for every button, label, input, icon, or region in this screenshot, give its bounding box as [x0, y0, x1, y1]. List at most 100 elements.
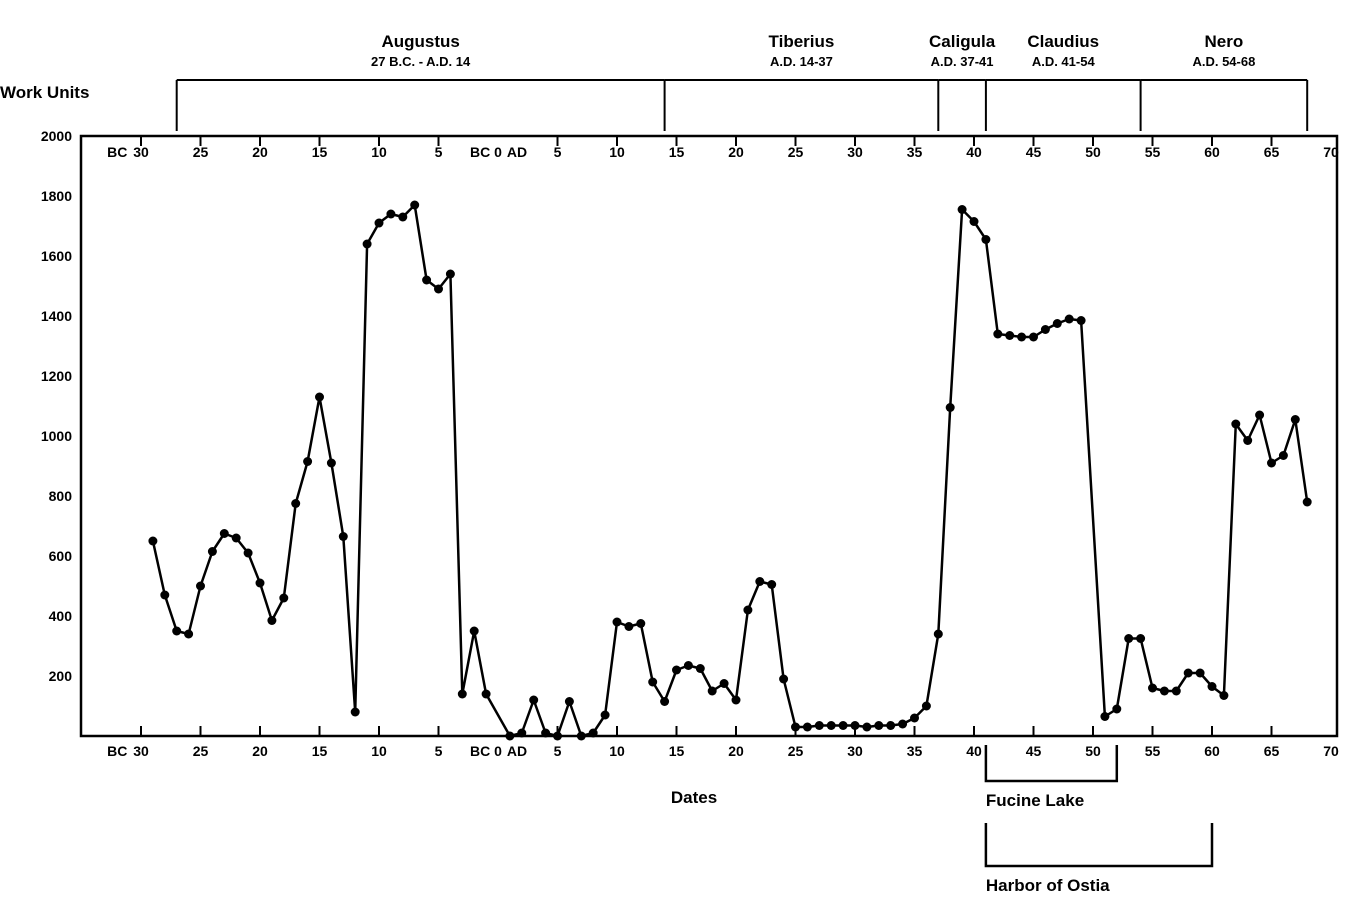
data-point — [1159, 686, 1169, 696]
data-point — [791, 722, 800, 732]
project-label: Fucine Lake — [986, 791, 1084, 810]
x-tick-label-bottom: AD — [507, 743, 527, 759]
x-tick-label-top: BC — [107, 144, 127, 160]
data-point — [207, 547, 217, 556]
data-point — [695, 664, 705, 673]
x-tick-label-top: 5 — [554, 144, 562, 160]
data-point — [1076, 316, 1086, 325]
data-point — [981, 235, 991, 244]
data-point — [196, 581, 205, 591]
data-point — [624, 622, 634, 631]
data-point — [303, 457, 313, 466]
data-point — [255, 578, 265, 588]
x-tick-label-top: 55 — [1145, 144, 1161, 160]
y-tick-label: 800 — [49, 488, 73, 504]
x-tick-label-bottom: 10 — [371, 743, 387, 759]
data-point — [802, 722, 812, 732]
y-tick-label: 2000 — [41, 128, 72, 144]
data-point — [1207, 682, 1217, 691]
x-tick-label-top: 10 — [371, 144, 387, 160]
data-point — [1195, 668, 1205, 678]
reign-name: Augustus — [381, 32, 459, 51]
data-point — [1005, 331, 1015, 340]
x-tick-label-top: 40 — [966, 144, 982, 160]
data-point — [1029, 332, 1038, 342]
data-point — [1171, 686, 1181, 696]
data-point — [1302, 497, 1312, 507]
x-tick-label-top: 20 — [252, 144, 268, 160]
x-tick-label-top: BC — [470, 144, 490, 160]
data-point — [1290, 415, 1300, 424]
data-point — [338, 532, 348, 541]
data-point — [184, 629, 194, 639]
data-point — [457, 689, 467, 699]
data-point — [683, 661, 693, 670]
data-point — [231, 533, 241, 543]
data-point — [731, 695, 741, 705]
x-tick-label-top: 10 — [609, 144, 625, 160]
data-point — [945, 403, 955, 412]
data-point — [743, 605, 753, 615]
data-point — [469, 626, 479, 636]
data-point — [410, 200, 420, 210]
data-point — [1278, 451, 1288, 460]
x-tick-label-bottom: 45 — [1026, 743, 1042, 759]
data-point — [612, 617, 622, 627]
data-point — [398, 212, 408, 222]
data-point — [422, 275, 432, 285]
x-tick-label-bottom: 15 — [669, 743, 685, 759]
data-point — [1064, 314, 1074, 324]
data-point — [172, 626, 182, 636]
y-axis: 2000 1800 1600 1400 1200 1000 800 600 400 200 — [41, 128, 72, 684]
data-point — [564, 697, 574, 706]
data-point — [291, 499, 301, 508]
x-tick-label-top: 20 — [728, 144, 744, 160]
data-point — [1100, 712, 1110, 721]
project-brackets: Fucine Lake Harbor of Ostia — [984, 745, 1214, 895]
data-point — [148, 536, 158, 546]
reign-dates: A.D. 54-68 — [1192, 54, 1255, 69]
data-point — [1040, 325, 1050, 334]
data-point — [898, 719, 908, 729]
data-point — [1136, 634, 1146, 643]
x-axis-title: Dates — [671, 788, 717, 807]
data-point — [1231, 419, 1241, 429]
data-point — [648, 677, 658, 687]
data-point — [1148, 683, 1157, 693]
data-point — [850, 721, 860, 730]
data-point — [267, 616, 277, 625]
data-point — [814, 721, 824, 730]
data-point — [779, 674, 789, 684]
x-tick-label-top: 15 — [312, 144, 328, 160]
x-tick-label-bottom: 70 — [1323, 743, 1339, 759]
x-tick-label-bottom: BC — [470, 743, 490, 759]
data-point — [279, 593, 289, 603]
data-point — [326, 458, 336, 468]
data-point — [862, 722, 872, 732]
x-tick-label-bottom: 5 — [435, 743, 443, 759]
x-tick-label-bottom: 20 — [252, 743, 268, 759]
x-tick-label-top: 5 — [435, 144, 443, 160]
data-point — [350, 707, 360, 717]
x-tick-label-top: 45 — [1026, 144, 1042, 160]
project-bracket — [984, 745, 1119, 783]
x-tick-label-top: 0 — [494, 144, 502, 160]
reign-dates: A.D. 41-54 — [1032, 54, 1096, 69]
x-tick-label-top: 15 — [669, 144, 685, 160]
data-point — [993, 329, 1003, 339]
data-point — [672, 665, 681, 675]
data-point — [362, 239, 372, 249]
data-point — [957, 205, 967, 214]
data-point — [767, 580, 777, 589]
x-tick-label-bottom: 10 — [609, 743, 625, 759]
y-tick-label: 1600 — [41, 248, 72, 264]
data-point — [826, 721, 836, 730]
data-point — [1243, 436, 1253, 445]
data-point — [755, 577, 765, 586]
x-tick-label-top: 35 — [907, 144, 923, 160]
data-point — [219, 529, 229, 538]
x-tick-label-top: 25 — [788, 144, 804, 160]
y-tick-label: 1800 — [41, 188, 72, 204]
data-point — [243, 548, 253, 558]
